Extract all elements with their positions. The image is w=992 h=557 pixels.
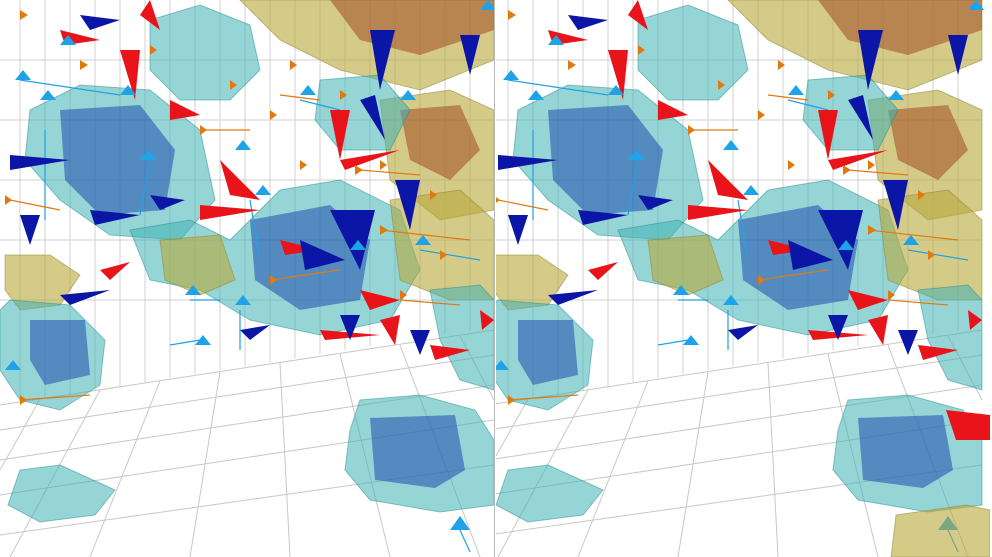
right-view-clip — [496, 0, 990, 557]
left-eye-view — [0, 0, 494, 557]
right-scene — [496, 0, 985, 557]
left-scene — [0, 0, 494, 557]
right-eye-view — [496, 0, 990, 557]
near-volume — [890, 504, 990, 557]
near-arrow — [946, 410, 990, 440]
